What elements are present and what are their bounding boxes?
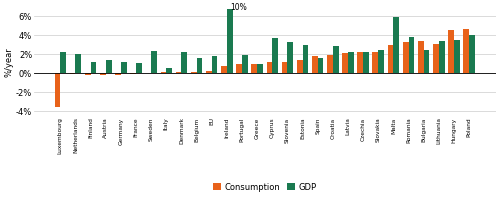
Bar: [76, 54, 81, 73]
Bar: [333, 46, 338, 73]
Bar: [106, 60, 112, 73]
Bar: [363, 51, 369, 73]
Bar: [439, 41, 444, 73]
Bar: [433, 44, 439, 73]
Bar: [206, 72, 212, 73]
Bar: [151, 51, 157, 73]
Bar: [348, 51, 354, 73]
Bar: [221, 66, 227, 73]
Bar: [408, 37, 414, 73]
Bar: [90, 62, 96, 73]
Bar: [378, 50, 384, 73]
Bar: [136, 63, 142, 73]
Bar: [297, 60, 302, 73]
Bar: [318, 58, 324, 73]
Bar: [272, 38, 278, 73]
Bar: [469, 35, 475, 73]
Bar: [85, 73, 90, 75]
Bar: [160, 72, 166, 73]
Bar: [388, 45, 394, 73]
Bar: [54, 73, 60, 107]
Text: 10%: 10%: [230, 3, 247, 12]
Bar: [60, 53, 66, 73]
Bar: [312, 56, 318, 73]
Bar: [182, 53, 187, 73]
Bar: [266, 62, 272, 73]
Legend: Consumption, GDP: Consumption, GDP: [210, 179, 320, 195]
Bar: [252, 64, 257, 73]
Bar: [236, 64, 242, 73]
Bar: [327, 55, 333, 73]
Bar: [212, 56, 218, 73]
Bar: [288, 42, 293, 73]
Bar: [242, 55, 248, 73]
Bar: [227, 9, 232, 73]
Bar: [196, 58, 202, 73]
Bar: [302, 45, 308, 73]
Bar: [191, 72, 196, 73]
Bar: [257, 64, 263, 73]
Bar: [70, 73, 75, 74]
Bar: [176, 72, 182, 73]
Bar: [464, 29, 469, 73]
Bar: [166, 68, 172, 73]
Bar: [115, 73, 121, 75]
Bar: [372, 51, 378, 73]
Bar: [424, 50, 430, 73]
Y-axis label: %/year: %/year: [4, 47, 13, 77]
Bar: [403, 42, 408, 73]
Bar: [358, 53, 363, 73]
Bar: [448, 30, 454, 73]
Bar: [454, 40, 460, 73]
Bar: [342, 53, 348, 73]
Bar: [130, 73, 136, 74]
Bar: [394, 17, 399, 73]
Bar: [100, 73, 106, 75]
Bar: [282, 62, 288, 73]
Bar: [121, 62, 126, 73]
Bar: [418, 41, 424, 73]
